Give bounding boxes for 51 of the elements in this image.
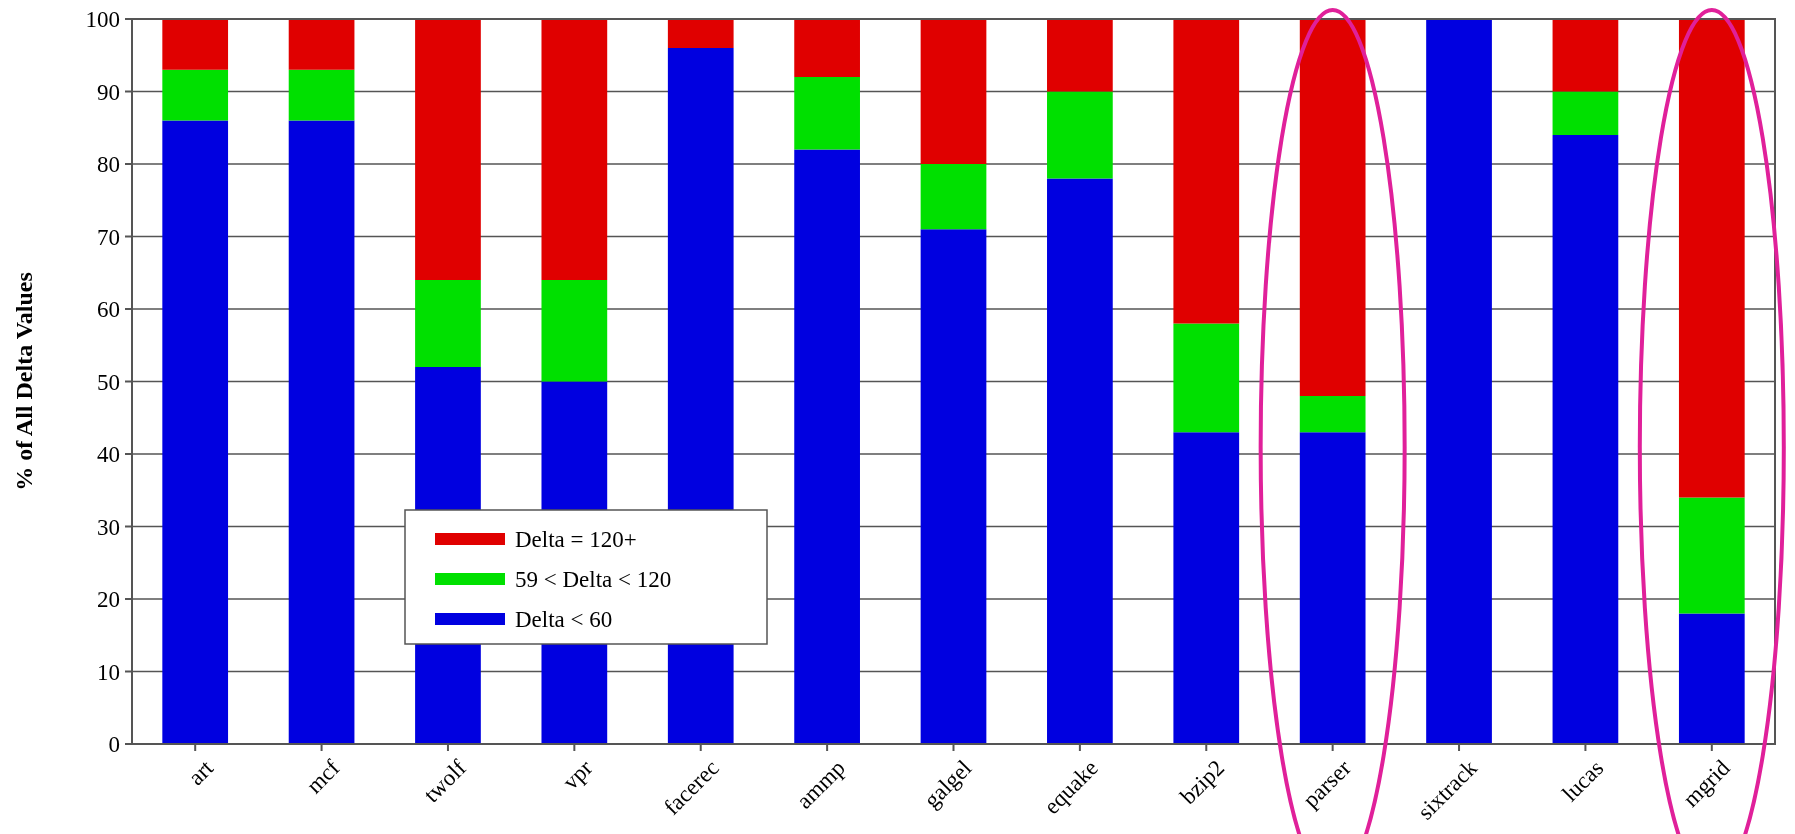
y-tick-label: 90	[97, 79, 120, 105]
bar	[288, 69, 355, 121]
bar	[1173, 19, 1240, 324]
bar	[162, 19, 229, 70]
bar	[1299, 19, 1366, 396]
y-tick-label: 10	[97, 659, 120, 685]
bar	[1299, 396, 1366, 433]
x-tick-label: mcf	[301, 755, 345, 799]
bar	[667, 19, 734, 48]
bar	[288, 19, 355, 70]
legend-label: 59 < Delta < 120	[515, 567, 672, 593]
y-tick-label: 30	[97, 514, 120, 540]
bar	[1552, 19, 1619, 92]
y-tick-label: 80	[97, 152, 120, 178]
legend-label: Delta < 60	[515, 607, 613, 633]
y-tick-label: 100	[85, 7, 120, 33]
bar	[1173, 323, 1240, 433]
bar	[1047, 19, 1113, 92]
bar	[920, 164, 987, 230]
y-tick-label: 20	[97, 587, 120, 613]
bar	[162, 69, 229, 121]
bar	[1552, 91, 1619, 135]
bar	[162, 120, 229, 744]
bar	[794, 19, 860, 77]
y-axis-title: % of All Delta Values	[11, 272, 37, 491]
bar	[1173, 432, 1240, 744]
y-tick-label: 40	[97, 442, 120, 468]
bar	[1678, 19, 1745, 498]
bar	[920, 19, 987, 164]
bar	[541, 280, 608, 382]
bar	[541, 19, 608, 280]
bar	[1552, 135, 1619, 744]
bar	[288, 120, 355, 744]
bar	[1678, 613, 1745, 744]
bar	[1047, 178, 1113, 744]
bar	[1426, 19, 1492, 744]
bar	[1047, 91, 1113, 179]
bar	[1299, 432, 1366, 744]
bar	[415, 19, 481, 280]
y-tick-label: 50	[97, 369, 120, 395]
bar	[920, 229, 987, 744]
bar	[794, 77, 860, 150]
legend-label: Delta = 120+	[515, 527, 637, 553]
bar	[794, 149, 860, 744]
x-tick-label: vpr	[557, 755, 598, 795]
x-tick-label: art	[183, 754, 219, 791]
bar	[415, 280, 481, 367]
bar	[1678, 497, 1745, 614]
y-tick-label: 0	[108, 732, 120, 758]
y-tick-label: 70	[97, 224, 120, 250]
y-tick-label: 60	[97, 297, 120, 323]
